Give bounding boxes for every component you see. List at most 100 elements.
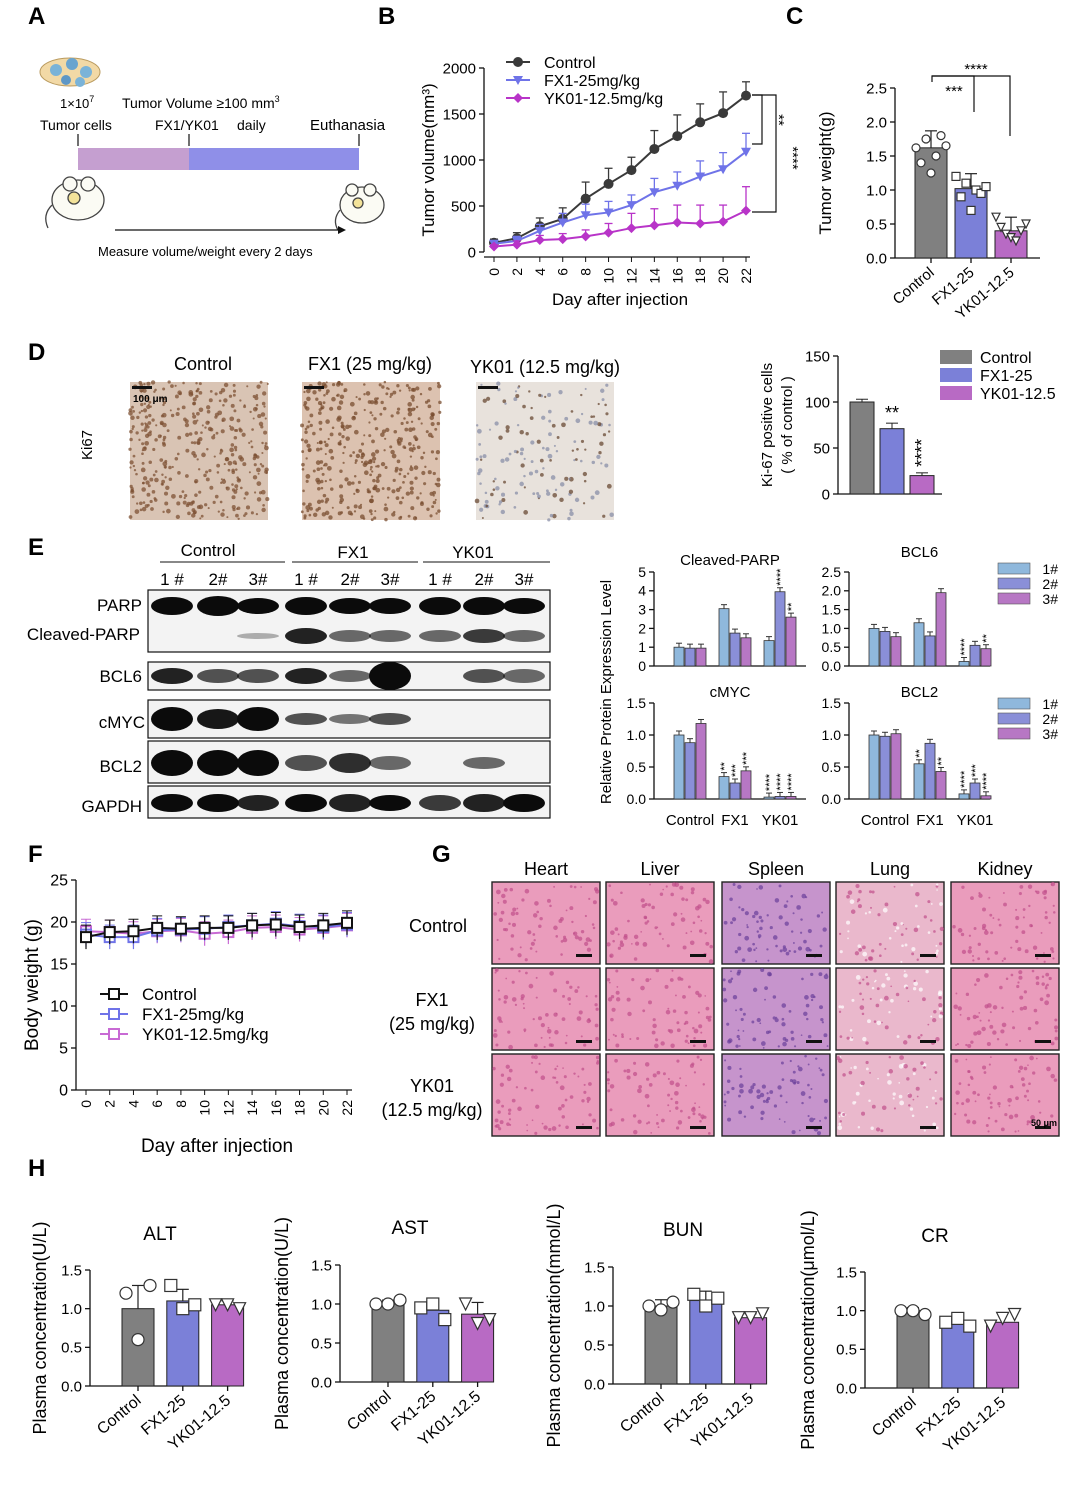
tissue-texture — [838, 1115, 841, 1118]
tissue-texture — [997, 1102, 1001, 1106]
tissue-texture — [611, 1007, 616, 1012]
cell-nucleus — [374, 426, 379, 431]
tissue-texture — [498, 917, 503, 923]
tissue-texture — [927, 1023, 930, 1026]
tissue-texture — [989, 1011, 992, 1014]
tissue-texture — [607, 1082, 610, 1085]
wb-band-gapdh — [503, 794, 545, 812]
tissue-texture — [621, 1033, 624, 1036]
tissue-texture — [864, 958, 868, 962]
panel-letter-g: G — [432, 841, 451, 868]
cell-nucleus — [330, 455, 335, 460]
tissue-texture — [777, 1085, 782, 1090]
he-image — [491, 1053, 601, 1137]
tissue-texture — [927, 900, 931, 904]
cell-nucleus — [498, 503, 501, 506]
wb-lane-label: 2# — [341, 570, 360, 589]
cell-nucleus — [191, 513, 196, 518]
cell-nucleus — [423, 482, 427, 486]
tissue-texture — [860, 1080, 865, 1086]
cell-nucleus — [140, 409, 144, 413]
tissue-texture — [510, 947, 514, 951]
cell-nucleus — [167, 380, 171, 384]
wb-band-cmyc — [285, 713, 327, 725]
tissue-texture — [606, 1071, 610, 1074]
tissue-texture — [853, 1065, 857, 1070]
tissue-texture — [644, 916, 648, 920]
y-tick-label: 0.0 — [61, 1378, 82, 1395]
tissue-texture — [929, 919, 933, 922]
tissue-texture — [684, 1039, 688, 1043]
tissue-texture — [846, 894, 850, 899]
cell-nucleus — [200, 431, 203, 434]
cell-nucleus — [323, 462, 328, 467]
cell-nucleus — [370, 452, 376, 457]
y-tick-label: 1.0 — [822, 620, 842, 636]
tissue-texture — [874, 980, 876, 983]
tissue-texture — [540, 1023, 545, 1028]
cell-nucleus — [135, 472, 138, 476]
data-point — [672, 131, 683, 142]
tissue-texture — [884, 1025, 889, 1030]
tissue-texture — [627, 1011, 632, 1017]
tissue-texture — [561, 1104, 565, 1108]
tissue-texture — [935, 1037, 940, 1042]
cell-nucleus — [370, 518, 374, 522]
tissue-texture — [494, 971, 497, 974]
cell-nucleus — [320, 479, 324, 484]
tissue-texture — [938, 996, 942, 1000]
cell-nucleus — [427, 399, 431, 403]
data-point — [926, 168, 936, 178]
tissue-texture — [559, 917, 564, 921]
tissue-texture — [620, 1118, 625, 1122]
cell-nucleus — [584, 448, 587, 451]
bar — [718, 776, 730, 800]
tissue-texture — [698, 929, 703, 933]
tissue-texture — [757, 934, 762, 938]
cell-nucleus — [360, 460, 364, 464]
tissue-texture — [537, 1016, 543, 1021]
tissue-texture — [705, 1006, 710, 1011]
data-point — [580, 193, 591, 204]
tissue-texture — [586, 947, 592, 952]
cell-nucleus — [419, 392, 423, 396]
panel-letter-a: A — [28, 3, 45, 30]
data-point — [741, 205, 751, 216]
tissue-texture — [761, 1084, 766, 1089]
cell-nucleus — [409, 466, 414, 472]
tissue-texture — [864, 912, 868, 915]
tissue-texture — [959, 1013, 962, 1016]
cell-nucleus — [164, 501, 169, 506]
cell-nucleus — [263, 405, 266, 408]
tissue-texture — [584, 941, 589, 947]
tissue-texture — [755, 947, 758, 950]
tissue-texture — [912, 1098, 915, 1101]
tissue-texture — [612, 900, 618, 906]
cell-nucleus — [220, 478, 223, 481]
significance-mark: *** — [741, 751, 753, 765]
tissue-texture — [917, 925, 920, 928]
tissue-texture — [511, 922, 517, 927]
tissue-texture — [914, 904, 918, 908]
cell-nucleus — [392, 478, 396, 483]
cell-nucleus — [256, 481, 262, 486]
cell-nucleus — [542, 446, 545, 450]
cell-nucleus — [224, 457, 229, 462]
tissue-texture — [765, 1099, 769, 1104]
tissue-texture — [560, 953, 563, 956]
legend-label: 1# — [1042, 696, 1058, 712]
cell-nucleus — [190, 441, 194, 444]
cell-nucleus — [161, 473, 164, 476]
wb-band-parp — [463, 597, 505, 615]
x-axis-label: Day after injection — [552, 290, 688, 309]
y-tick-label: 1.5 — [822, 602, 842, 618]
tissue-texture — [555, 1081, 559, 1084]
cell-nucleus — [329, 478, 332, 482]
panel-letter-f: F — [28, 841, 43, 868]
cell-nucleus — [330, 487, 334, 491]
data-point — [718, 216, 729, 227]
y-tick-label: 2.5 — [822, 564, 842, 580]
tissue-texture — [521, 898, 525, 902]
micrograph-bg — [835, 1053, 945, 1137]
cell-nucleus — [140, 402, 144, 407]
